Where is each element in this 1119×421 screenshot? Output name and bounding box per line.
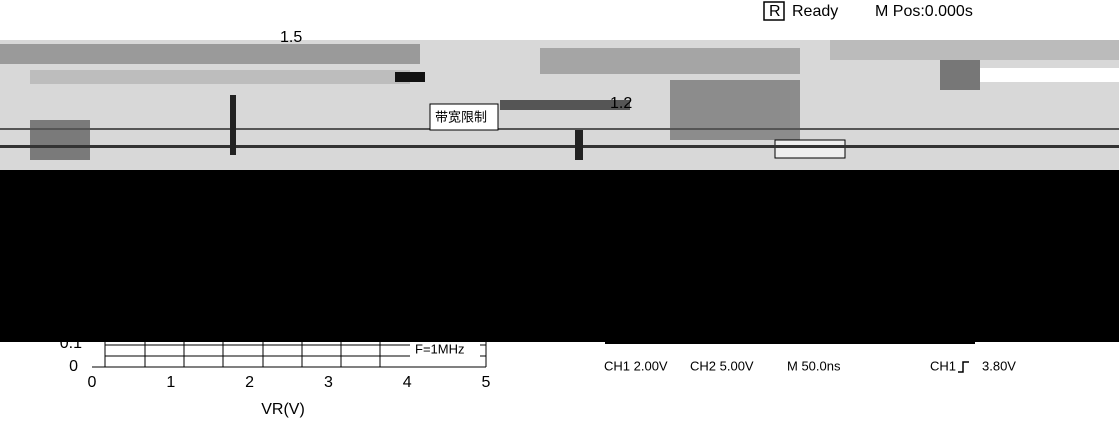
- glitch-bands: [0, 40, 1119, 170]
- x-axis-label: VR(V): [261, 401, 305, 418]
- readout: CH1: [930, 358, 956, 373]
- annotation: F=1MHz: [415, 341, 464, 356]
- status: Ready: [792, 3, 838, 20]
- upper-label: 1.5: [280, 29, 302, 46]
- x-tick-label: 1: [166, 374, 175, 391]
- y-tick-label: 0.1: [60, 335, 82, 352]
- x-tick-label: 4: [403, 374, 412, 391]
- menu-label: 带宽限制: [435, 109, 487, 124]
- black-band: [0, 170, 1119, 342]
- readout: CH1 2.00V: [604, 358, 668, 373]
- mode-badge-box: [763, 1, 785, 21]
- position: M Pos:0.000s: [875, 3, 973, 20]
- menu-box: [429, 103, 499, 131]
- y-tick-label: 0: [69, 358, 78, 375]
- x-tick-label: 3: [324, 374, 333, 391]
- black-strip: [605, 338, 975, 344]
- mode-badge: R: [769, 3, 781, 20]
- readout: CH2 5.00V: [690, 358, 754, 373]
- x-tick-label: 2: [245, 374, 254, 391]
- readout: 3.80V: [982, 358, 1016, 373]
- upper-label: 1.2: [610, 95, 632, 112]
- annotation-bg: [410, 343, 480, 357]
- x-tick-label: 5: [482, 374, 491, 391]
- trigger-edge-icon: [958, 361, 969, 373]
- x-tick-label: 0: [88, 374, 97, 391]
- readout: M 50.0ns: [787, 358, 841, 373]
- x-tick-labels: 0 1 2 3 4 5: [88, 374, 491, 391]
